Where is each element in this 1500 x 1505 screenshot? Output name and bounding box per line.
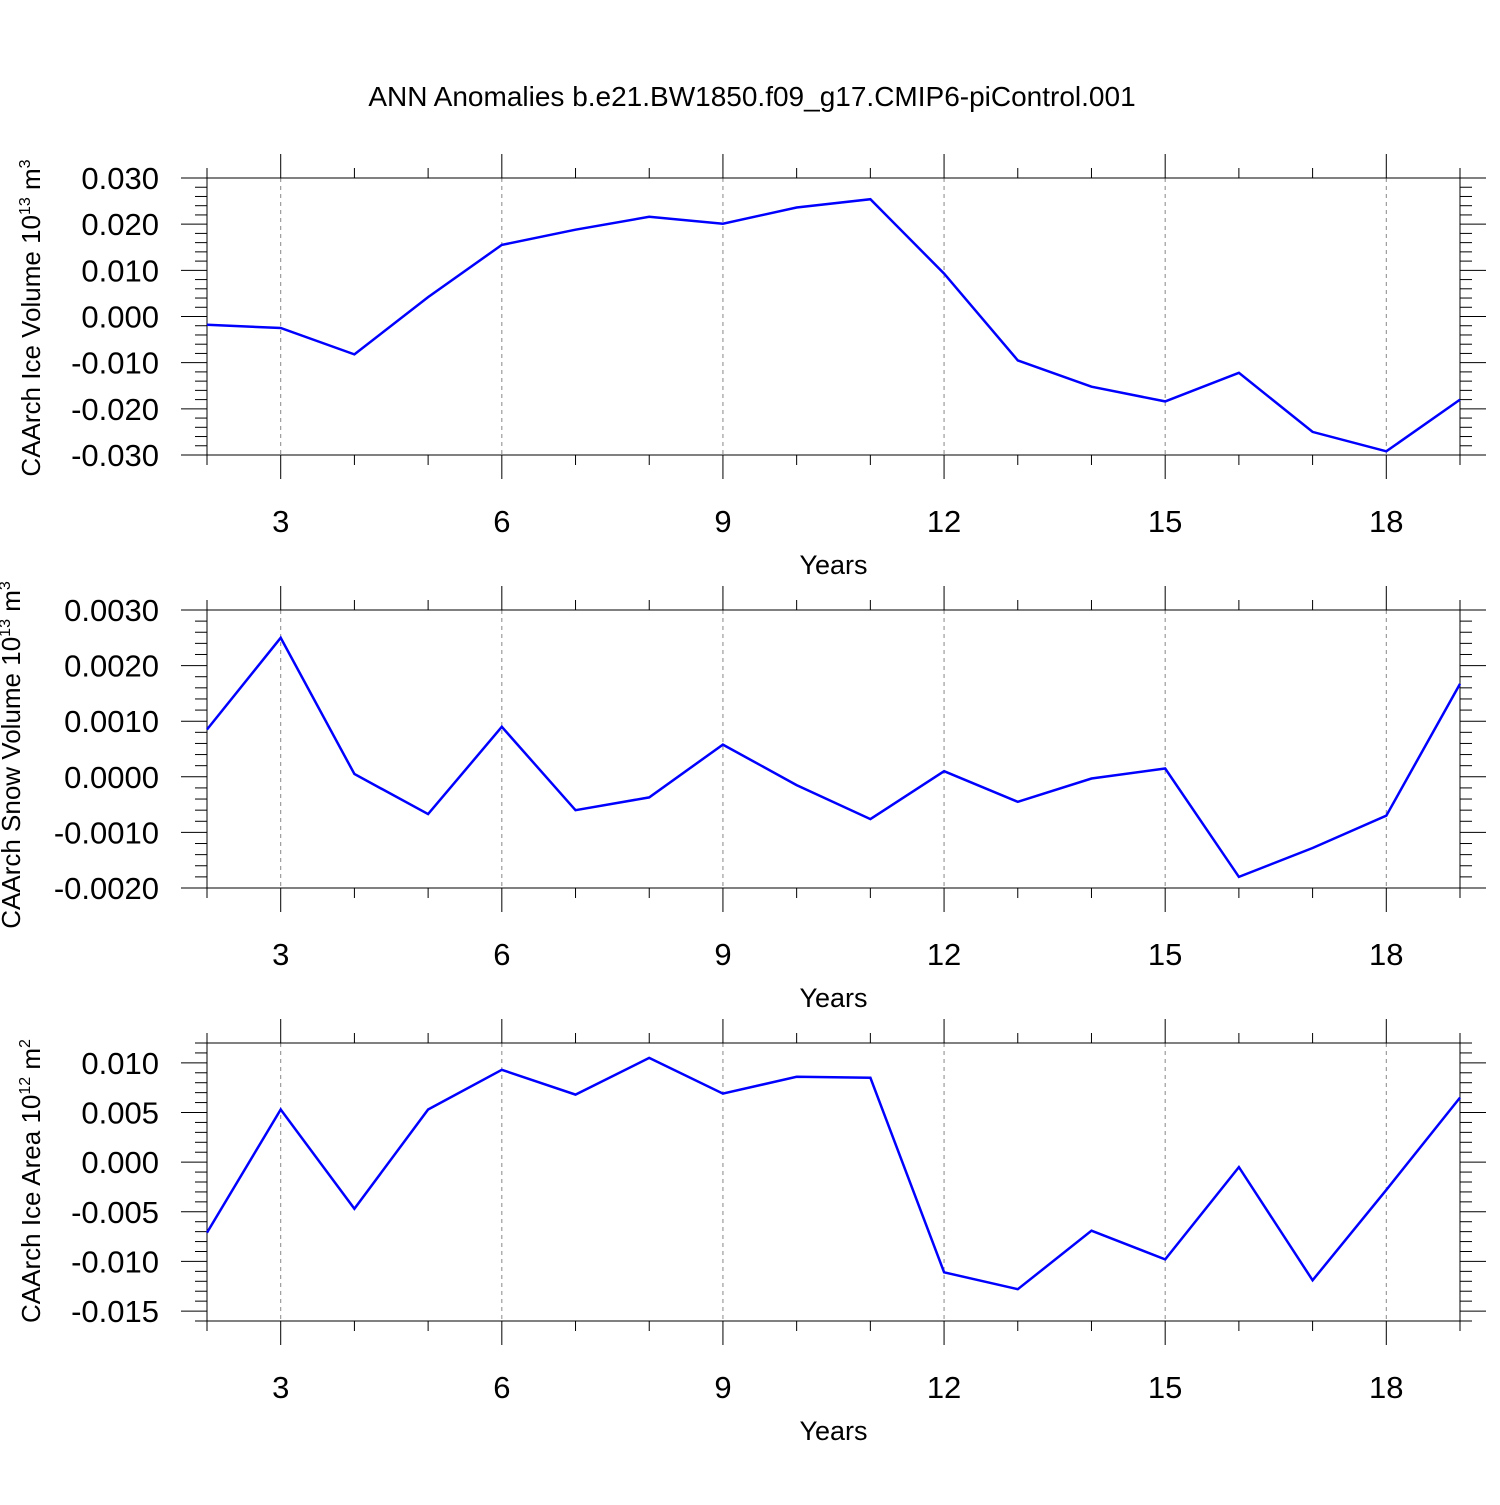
x-tick-label: 12 xyxy=(927,937,961,972)
x-tick-label: 18 xyxy=(1369,504,1403,539)
y-tick-label: -0.0020 xyxy=(54,871,159,906)
y-tick-label: 0.0030 xyxy=(64,593,159,628)
y-tick-label: 0.0020 xyxy=(64,649,159,684)
x-axis-label: Years xyxy=(799,550,867,580)
figure-title: ANN Anomalies b.e21.BW1850.f09_g17.CMIP6… xyxy=(368,81,1135,112)
y-axis-label: CAArch Ice Area 1012 m2 xyxy=(16,1039,46,1323)
y-tick-label: -0.010 xyxy=(71,1244,159,1279)
series-line xyxy=(207,1058,1460,1289)
y-tick-label: -0.0010 xyxy=(54,815,159,850)
x-tick-label: 15 xyxy=(1148,504,1182,539)
y-axis-label-unit-exponent: 3 xyxy=(0,581,14,590)
chart-panel-2: 3 6 9 12 15 18 0.0030 0.0020 0.0010 0.0000 -0.0010… xyxy=(0,581,1486,1013)
y-axis-label-unit: m xyxy=(16,1048,46,1077)
x-tick-label: 6 xyxy=(493,504,510,539)
x-tick-label: 15 xyxy=(1148,1370,1182,1405)
x-tick-label: 9 xyxy=(714,1370,731,1405)
x-axis-label: Years xyxy=(799,983,867,1013)
x-tick-label: 9 xyxy=(714,937,731,972)
x-tick-label: 3 xyxy=(272,504,289,539)
y-tick-label: -0.010 xyxy=(71,346,159,381)
y-axis-label: CAArch Snow Volume 1013 m3 xyxy=(0,581,26,929)
y-tick-label: 0.030 xyxy=(81,161,159,196)
x-tick-label: 12 xyxy=(927,1370,961,1405)
y-tick-label: 0.000 xyxy=(81,1145,159,1180)
y-axis-label-exponent: 12 xyxy=(17,1077,34,1095)
plot-frame xyxy=(207,610,1460,888)
y-tick-label: 0.005 xyxy=(81,1096,159,1131)
y-tick-label: 0.020 xyxy=(81,207,159,242)
y-axis-label-text: CAArch Ice Volume 10 xyxy=(16,215,46,477)
x-tick-label: 15 xyxy=(1148,937,1182,972)
y-tick-label: 0.0000 xyxy=(64,760,159,795)
y-tick-label: 0.010 xyxy=(81,253,159,288)
y-tick-label: -0.030 xyxy=(71,438,159,473)
y-axis-label-unit: m xyxy=(16,168,46,197)
x-tick-label: 3 xyxy=(272,937,289,972)
x-tick-label: 18 xyxy=(1369,937,1403,972)
y-axis-label-text: CAArch Snow Volume 10 xyxy=(0,637,26,929)
y-tick-label: -0.020 xyxy=(71,392,159,427)
y-tick-label: -0.005 xyxy=(71,1195,159,1230)
series-line xyxy=(207,199,1460,451)
y-axis-label-unit: m xyxy=(0,590,26,619)
y-tick-label: -0.015 xyxy=(71,1294,159,1329)
plot-frame xyxy=(207,178,1460,455)
x-tick-label: 18 xyxy=(1369,1370,1403,1405)
plot-frame xyxy=(207,1043,1460,1321)
y-axis-label-exponent: 13 xyxy=(0,619,14,637)
x-tick-label: 12 xyxy=(927,504,961,539)
x-tick-label: 6 xyxy=(493,1370,510,1405)
x-tick-label: 3 xyxy=(272,1370,289,1405)
y-axis-label: CAArch Ice Volume 1013 m3 xyxy=(16,159,46,476)
chart-panel-1: 3 6 9 12 15 18 0.030 0.020 0.010 0.000 -0.010 -0.02… xyxy=(16,154,1486,580)
y-axis-label-text: CAArch Ice Area 10 xyxy=(16,1095,46,1323)
x-tick-label: 6 xyxy=(493,937,510,972)
y-tick-label: 0.010 xyxy=(81,1046,159,1081)
chart-panel-3: 3 6 9 12 15 18 0.010 0.005 0.000 -0.005 -0.010 -0.0… xyxy=(16,1019,1486,1446)
y-axis-label-unit-exponent: 3 xyxy=(17,159,34,168)
y-axis-label-exponent: 13 xyxy=(17,197,34,215)
x-tick-label: 9 xyxy=(714,504,731,539)
x-axis-label: Years xyxy=(799,1416,867,1446)
series-line xyxy=(207,638,1460,877)
y-tick-label: 0.000 xyxy=(81,300,159,335)
y-axis-label-unit-exponent: 2 xyxy=(17,1039,34,1048)
y-tick-label: 0.0010 xyxy=(64,704,159,739)
